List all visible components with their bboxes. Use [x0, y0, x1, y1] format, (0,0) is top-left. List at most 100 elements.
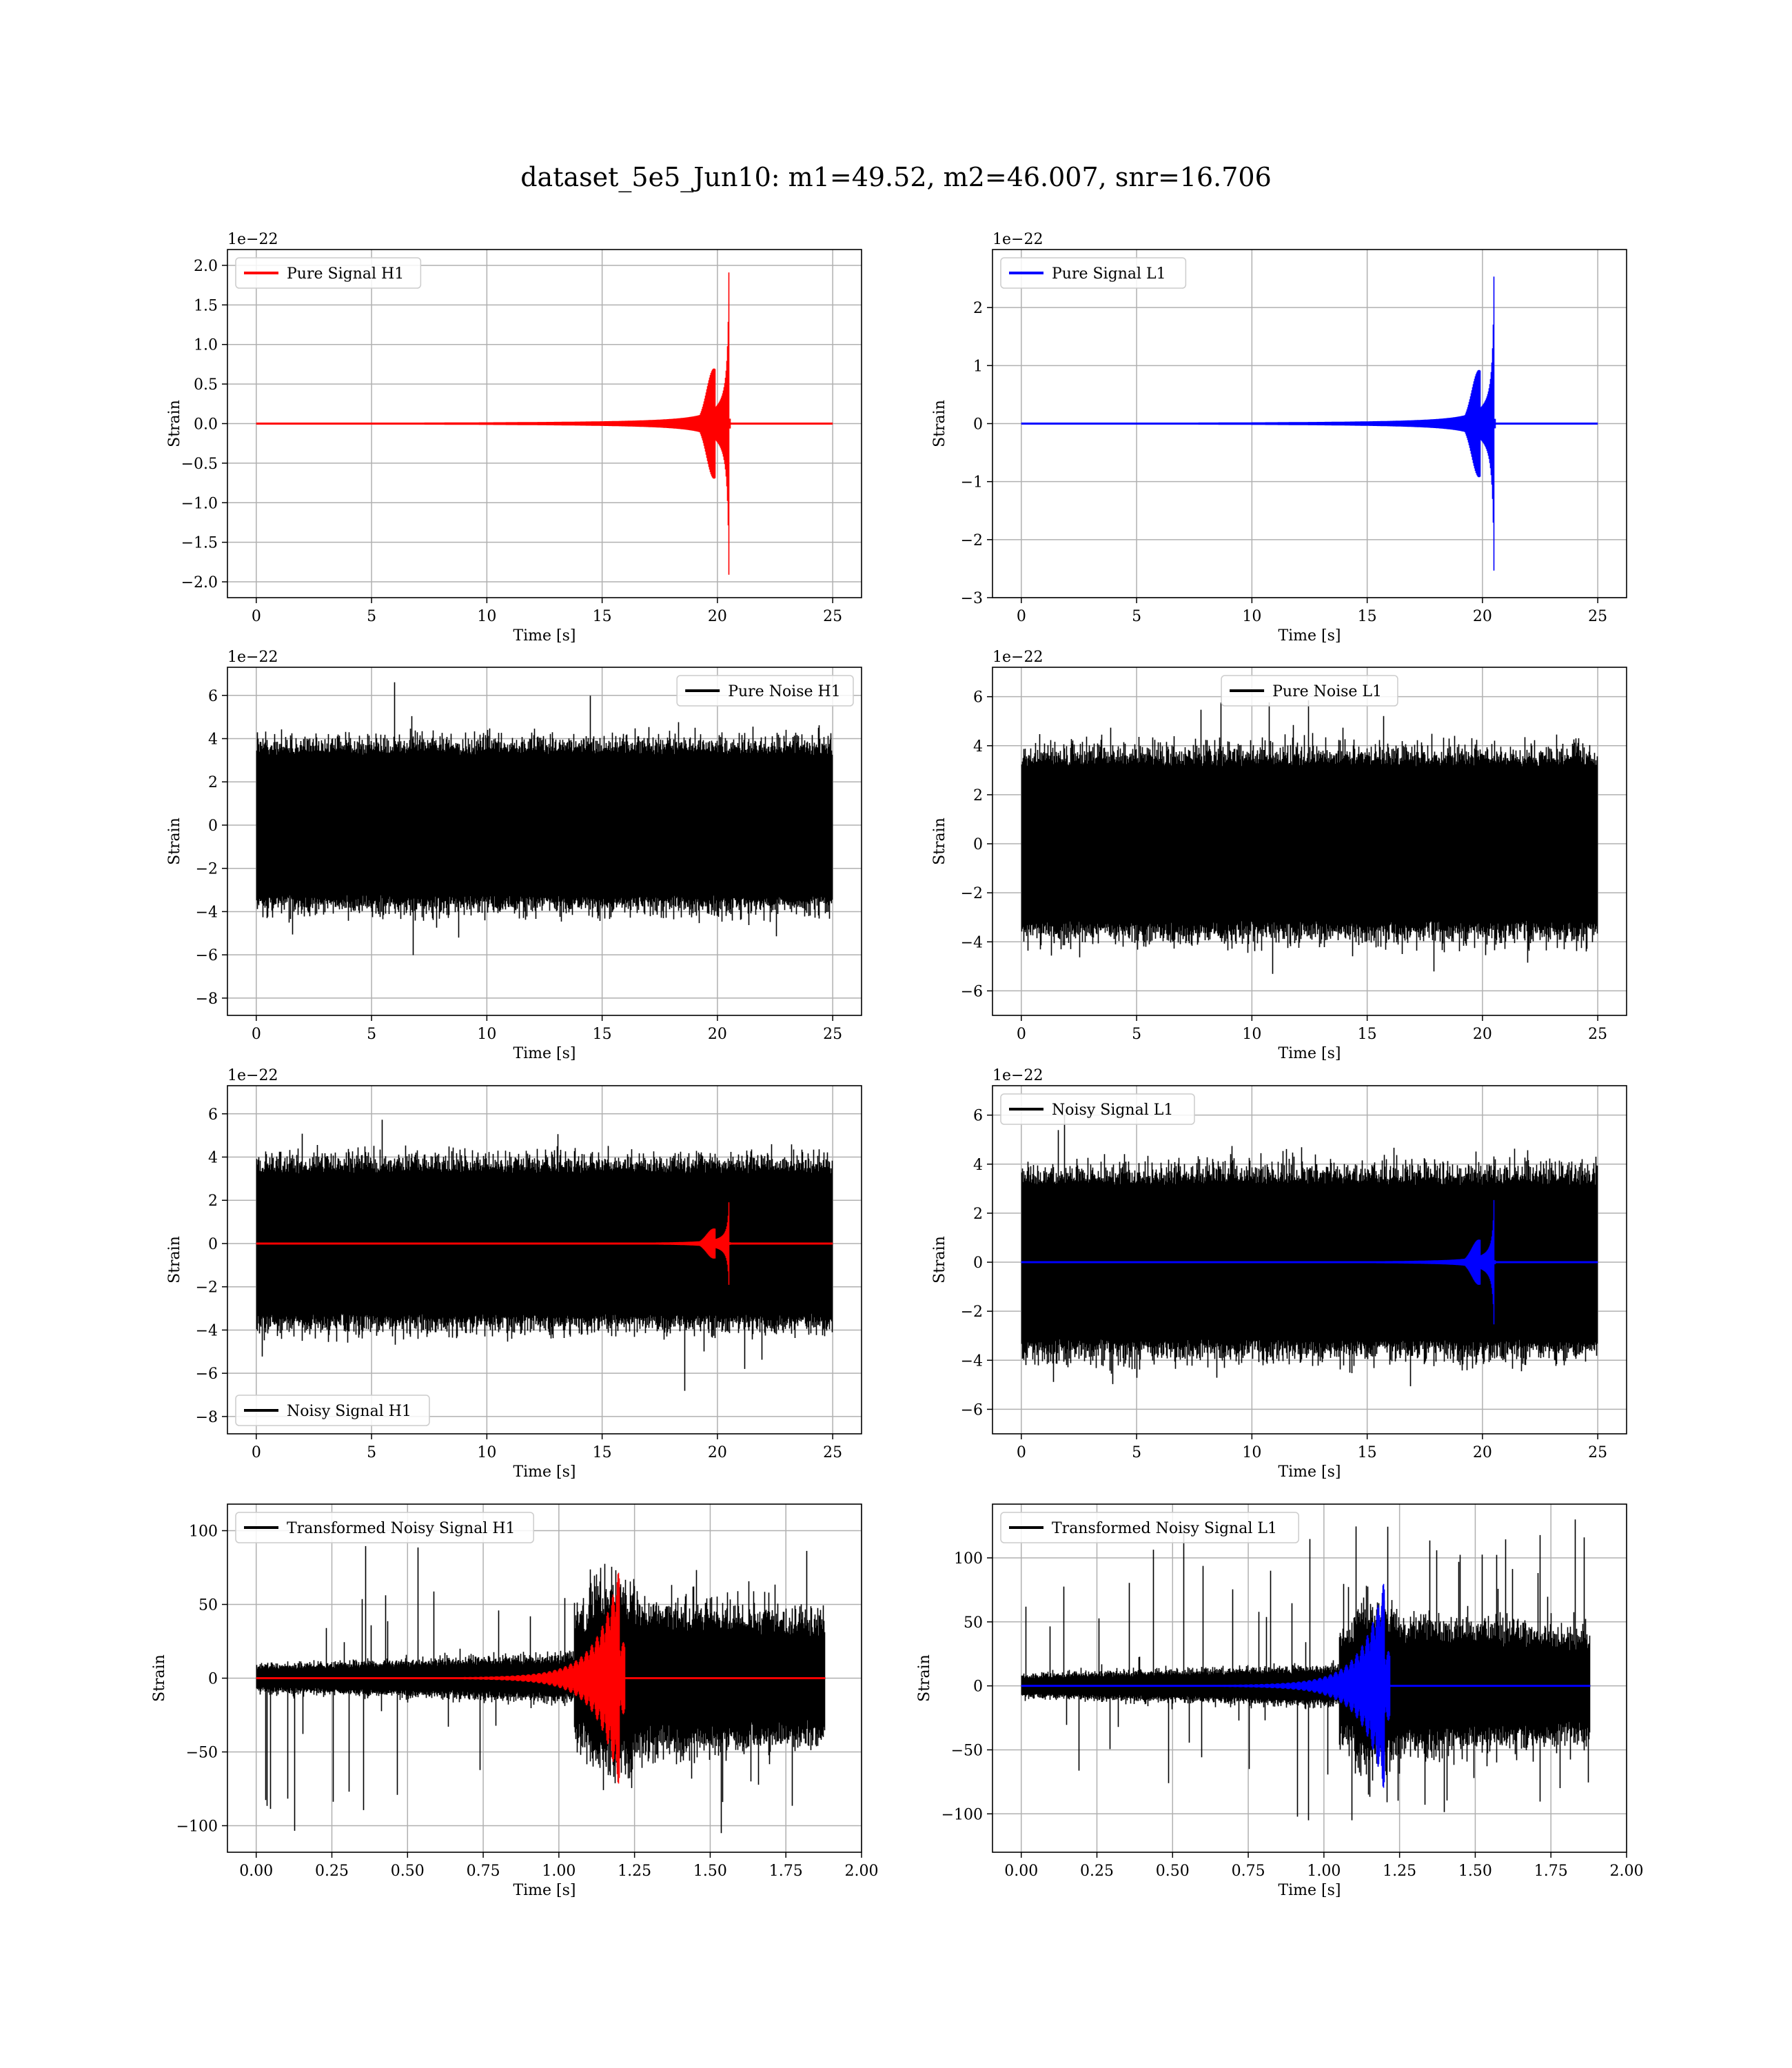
y-tick-label: 2	[973, 300, 983, 317]
y-tick-label: −2.0	[181, 574, 218, 591]
y-tick-label: −1	[961, 474, 983, 491]
axes-frame	[992, 667, 1627, 1016]
figure-title: dataset_5e5_Jun10: m1=49.52, m2=46.007, …	[520, 162, 1272, 193]
y-tick-label: −6	[961, 983, 983, 1000]
y-tick-label: 4	[973, 738, 983, 756]
y-axis-label: Strain	[931, 1236, 948, 1284]
x-tick-label: 10	[477, 1026, 496, 1043]
x-tick-label: 0.50	[391, 1863, 425, 1880]
y-tick-label: 1	[973, 358, 983, 375]
x-axis-label: Time [s]	[513, 1045, 576, 1062]
y-axis-label: Strain	[166, 1236, 183, 1284]
x-tick-label: 0.25	[315, 1863, 349, 1880]
x-tick-label: 25	[823, 1444, 842, 1461]
series-pure-noise-h1	[256, 682, 833, 955]
x-tick-label: 0.00	[239, 1863, 273, 1880]
x-tick-label: 10	[1242, 608, 1261, 625]
x-tick-label: 20	[1473, 608, 1492, 625]
y-tick-label: 100	[189, 1523, 218, 1541]
y-tick-label: −2	[196, 1279, 218, 1297]
legend-label: Transformed Noisy Signal L1	[1052, 1520, 1277, 1537]
x-tick-label: 1.00	[1307, 1863, 1341, 1880]
x-tick-label: 20	[708, 1026, 727, 1043]
y-tick-label: −2	[196, 861, 218, 878]
x-tick-label: 0	[252, 1444, 261, 1461]
legend-label: Pure Noise H1	[728, 683, 841, 700]
y-tick-label: −4	[961, 1352, 983, 1370]
y-tick-label: −100	[941, 1806, 983, 1823]
legend-label: Noisy Signal H1	[287, 1403, 411, 1420]
chart-pure-signal-l1: 0 5 10 15 20 25 −3 −2 −1 0 1 2 Time [s] Strain 1e−22 Pu…	[931, 231, 1627, 645]
axes-frame	[227, 1085, 862, 1435]
plot-area	[1021, 700, 1598, 974]
y-tick-label: −8	[196, 991, 218, 1008]
x-tick-label: 5	[1132, 1444, 1141, 1461]
y-tick-label: 2	[208, 774, 218, 791]
axes-frame	[992, 1085, 1627, 1435]
x-tick-label: 5	[367, 1026, 376, 1043]
offset-text: 1e−22	[992, 649, 1043, 666]
offset-text: 1e−22	[227, 649, 278, 666]
y-tick-label: 0	[208, 818, 218, 835]
y-tick-label: 0.0	[194, 416, 218, 434]
y-tick-label: 6	[208, 688, 218, 705]
y-tick-label: −0.5	[181, 456, 218, 473]
x-tick-label: 15	[1358, 608, 1377, 625]
x-tick-label: 0	[1017, 608, 1026, 625]
chart-transformed-noisy-signal-l1: 0.00 0.25 0.50 0.75 1.00 1.25 1.50 1.75 2.00 −100…	[916, 1503, 1644, 1899]
y-tick-label: 2	[208, 1193, 218, 1210]
series-noisy-signal-l1	[1021, 1115, 1598, 1386]
plot-area	[1021, 276, 1598, 571]
series-transformed-noisy-signal-h1	[256, 1545, 826, 1834]
x-tick-label: 15	[593, 608, 612, 625]
y-tick-label: −4	[961, 934, 983, 951]
offset-text: 1e−22	[227, 231, 278, 248]
plot-area	[256, 272, 833, 575]
legend-box	[235, 1512, 534, 1543]
x-tick-label: 2.00	[845, 1863, 879, 1880]
y-axis-label: Strain	[166, 400, 183, 447]
y-tick-label: 0	[973, 836, 983, 853]
legend: Pure Signal H1	[235, 257, 422, 289]
x-tick-label: 1.00	[542, 1863, 576, 1880]
y-tick-label: 2.0	[194, 258, 218, 275]
x-tick-label: 1.25	[1383, 1863, 1416, 1880]
x-axis-label: Time [s]	[1278, 1463, 1341, 1481]
y-tick-label: 1.0	[194, 337, 218, 354]
x-tick-label: 2.00	[1610, 1863, 1644, 1880]
x-axis-label: Time [s]	[1278, 627, 1341, 645]
legend-label: Pure Noise L1	[1272, 683, 1382, 700]
y-tick-label: −1.0	[181, 495, 218, 512]
x-tick-label: 15	[1358, 1026, 1377, 1043]
chart-transformed-noisy-signal-h1: 0.00 0.25 0.50 0.75 1.00 1.25 1.50 1.75 2.00 −100…	[151, 1503, 879, 1899]
x-tick-label: 10	[1242, 1026, 1261, 1043]
x-tick-label: 5	[367, 608, 376, 625]
y-tick-label: −2	[961, 1304, 983, 1321]
x-tick-label: 20	[1473, 1444, 1492, 1461]
y-tick-label: 4	[208, 731, 218, 749]
x-tick-label: 5	[1132, 1026, 1141, 1043]
axes-frame	[227, 667, 862, 1016]
y-tick-label: 100	[954, 1550, 983, 1568]
x-tick-label: 15	[593, 1444, 612, 1461]
legend: Noisy Signal L1	[1000, 1093, 1195, 1125]
x-tick-label: 0.75	[467, 1863, 500, 1880]
x-tick-label: 25	[1588, 608, 1607, 625]
x-tick-label: 20	[708, 1444, 727, 1461]
y-tick-label: 4	[208, 1150, 218, 1167]
series-transformed-noisy-signal-l1	[1021, 1519, 1591, 1821]
y-tick-label: 6	[973, 689, 983, 707]
y-tick-label: −8	[196, 1409, 218, 1426]
chart-pure-noise-l1: 0 5 10 15 20 25 −6 −4 −2 0 2 4 6 Time [s] Strain 1e−22 P…	[931, 649, 1627, 1062]
y-tick-label: 0	[973, 1679, 983, 1696]
plot-area	[256, 1119, 833, 1391]
x-axis-label: Time [s]	[513, 1882, 576, 1899]
y-tick-label: −50	[186, 1744, 218, 1761]
y-axis-label: Strain	[931, 400, 948, 447]
x-tick-label: 5	[367, 1444, 376, 1461]
plot-area	[256, 1545, 826, 1834]
x-tick-label: 1.75	[769, 1863, 803, 1880]
y-axis-label: Strain	[916, 1654, 933, 1702]
x-tick-label: 25	[1588, 1026, 1607, 1043]
y-tick-label: 2	[973, 787, 983, 804]
